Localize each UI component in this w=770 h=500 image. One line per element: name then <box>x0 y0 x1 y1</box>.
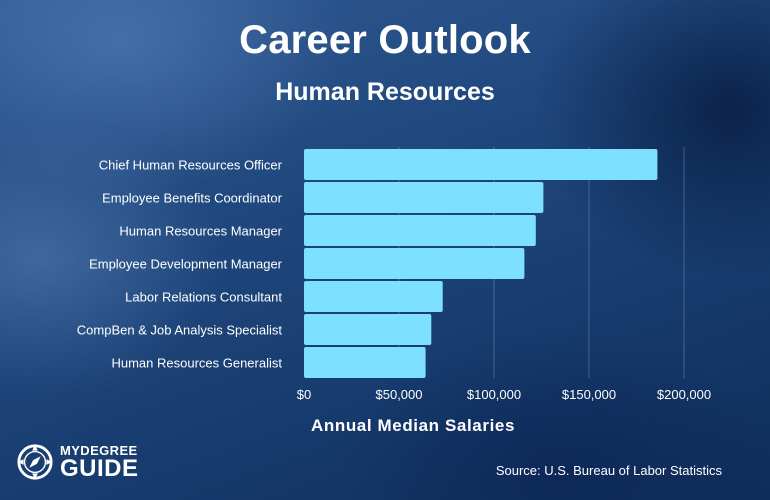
chart-bars <box>304 149 658 378</box>
logo-wordmark: MYDEGREE GUIDE <box>60 444 139 481</box>
x-tick-label: $150,000 <box>562 387 616 402</box>
bar <box>304 248 525 279</box>
x-tick-label: $0 <box>297 387 311 402</box>
chart-tick-labels: $0 $50,000 $100,000 $150,000 $200,000 <box>297 387 711 402</box>
brand-logo: MYDEGREE GUIDE <box>16 440 139 484</box>
logo-text-bottom: GUIDE <box>60 454 139 482</box>
category-label: Labor Relations Consultant <box>125 290 282 305</box>
bar <box>304 215 536 246</box>
bar <box>304 149 658 180</box>
logo-text-top: MYDEGREE <box>60 442 138 458</box>
x-axis-label: Annual Median Salaries <box>310 416 516 435</box>
bar <box>304 182 544 213</box>
category-label: Human Resources Manager <box>119 224 282 239</box>
x-tick-label: $200,000 <box>657 387 711 402</box>
category-label: Chief Human Resources Officer <box>99 158 283 173</box>
bar <box>304 314 432 345</box>
category-label: CompBen & Job Analysis Specialist <box>77 323 283 338</box>
category-label: Human Resources Generalist <box>111 356 282 371</box>
category-label: Employee Benefits Coordinator <box>102 191 283 206</box>
bar <box>304 347 426 378</box>
page-subtitle: Human Resources <box>275 78 495 106</box>
bar <box>304 281 443 312</box>
x-tick-label: $100,000 <box>467 387 521 402</box>
x-tick-label: $50,000 <box>376 387 423 402</box>
compass-icon <box>17 444 53 480</box>
category-label: Employee Development Manager <box>89 257 283 272</box>
chart-category-labels: Chief Human Resources Officer Employee Be… <box>77 158 283 371</box>
page-title: Career Outlook <box>239 18 531 62</box>
source-note: Source: U.S. Bureau of Labor Statistics <box>495 463 722 478</box>
